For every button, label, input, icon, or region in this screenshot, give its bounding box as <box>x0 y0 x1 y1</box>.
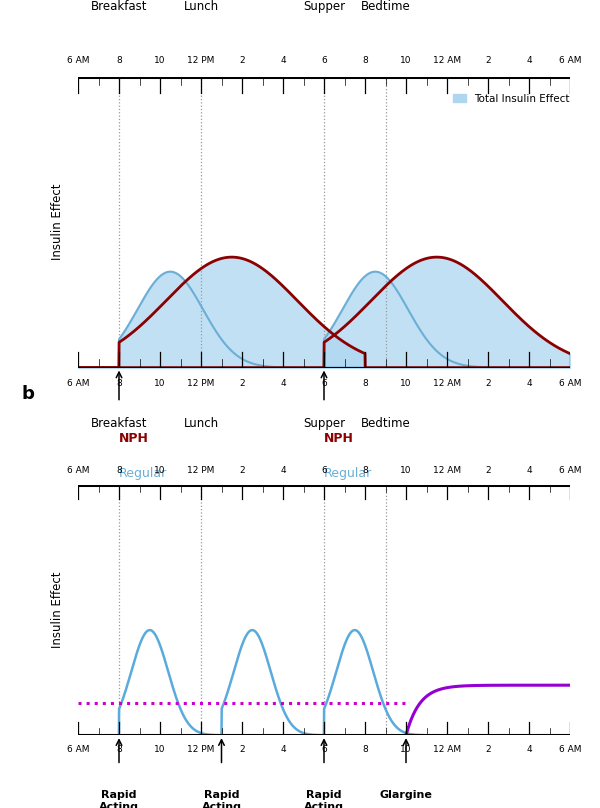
Text: 8: 8 <box>362 56 368 65</box>
Text: 8: 8 <box>116 465 122 475</box>
Text: 10: 10 <box>400 379 412 389</box>
Text: Breakfast: Breakfast <box>91 0 147 13</box>
Text: 8: 8 <box>116 745 122 755</box>
Text: Regular: Regular <box>324 466 372 479</box>
Text: 8: 8 <box>116 379 122 389</box>
Text: 4: 4 <box>526 745 532 755</box>
Text: 6: 6 <box>321 56 327 65</box>
Text: 12 PM: 12 PM <box>187 745 215 755</box>
Text: NPH: NPH <box>324 431 354 444</box>
Text: 12 AM: 12 AM <box>433 745 461 755</box>
Text: 12 PM: 12 PM <box>187 465 215 475</box>
Text: 10: 10 <box>154 465 166 475</box>
Text: Glargine: Glargine <box>380 790 433 801</box>
Text: Regular: Regular <box>119 466 167 479</box>
Text: 2: 2 <box>239 745 245 755</box>
Text: 12 PM: 12 PM <box>187 379 215 389</box>
Text: 10: 10 <box>400 56 412 65</box>
Text: Insulin Effect: Insulin Effect <box>51 184 64 260</box>
Text: 6 AM: 6 AM <box>67 56 89 65</box>
Text: 6 AM: 6 AM <box>559 745 581 755</box>
Text: 12 PM: 12 PM <box>187 56 215 65</box>
Text: 10: 10 <box>400 465 412 475</box>
Text: 6 AM: 6 AM <box>559 56 581 65</box>
Text: 6 AM: 6 AM <box>67 465 89 475</box>
Text: NPH: NPH <box>119 431 149 444</box>
Text: Bedtime: Bedtime <box>361 417 410 430</box>
Text: 8: 8 <box>362 465 368 475</box>
Text: 6: 6 <box>321 379 327 389</box>
Text: Rapid
Acting: Rapid Acting <box>202 790 241 808</box>
Text: 4: 4 <box>526 56 532 65</box>
Text: b: b <box>22 385 34 402</box>
Text: Supper: Supper <box>303 417 345 430</box>
Text: Rapid
Acting: Rapid Acting <box>304 790 344 808</box>
Text: 4: 4 <box>526 465 532 475</box>
Text: 10: 10 <box>154 56 166 65</box>
Text: 2: 2 <box>485 465 491 475</box>
Text: 6: 6 <box>321 465 327 475</box>
Text: 6 AM: 6 AM <box>67 745 89 755</box>
Text: 12 AM: 12 AM <box>433 379 461 389</box>
Text: 4: 4 <box>280 379 286 389</box>
Text: 2: 2 <box>239 379 245 389</box>
Text: 12 AM: 12 AM <box>433 56 461 65</box>
Text: Breakfast: Breakfast <box>91 417 147 430</box>
Text: 4: 4 <box>280 745 286 755</box>
Legend: Total Insulin Effect: Total Insulin Effect <box>454 94 570 103</box>
Text: 6 AM: 6 AM <box>67 379 89 389</box>
Text: 6: 6 <box>321 745 327 755</box>
Text: 4: 4 <box>280 465 286 475</box>
Text: 10: 10 <box>154 745 166 755</box>
Text: 12 AM: 12 AM <box>433 465 461 475</box>
Text: Lunch: Lunch <box>184 417 218 430</box>
Text: 6 AM: 6 AM <box>559 379 581 389</box>
Text: 2: 2 <box>239 56 245 65</box>
Text: 2: 2 <box>485 745 491 755</box>
Text: Lunch: Lunch <box>184 0 218 13</box>
Text: 2: 2 <box>485 56 491 65</box>
Text: 2: 2 <box>485 379 491 389</box>
Text: 2: 2 <box>239 465 245 475</box>
Text: 8: 8 <box>116 56 122 65</box>
Text: Rapid
Acting: Rapid Acting <box>99 790 139 808</box>
Text: Insulin Effect: Insulin Effect <box>51 572 64 648</box>
Text: 4: 4 <box>280 56 286 65</box>
Text: Supper: Supper <box>303 0 345 13</box>
Text: 10: 10 <box>154 379 166 389</box>
Text: 8: 8 <box>362 745 368 755</box>
Text: 10: 10 <box>400 745 412 755</box>
Text: 4: 4 <box>526 379 532 389</box>
Text: 6 AM: 6 AM <box>559 465 581 475</box>
Text: 8: 8 <box>362 379 368 389</box>
Text: Bedtime: Bedtime <box>361 0 410 13</box>
